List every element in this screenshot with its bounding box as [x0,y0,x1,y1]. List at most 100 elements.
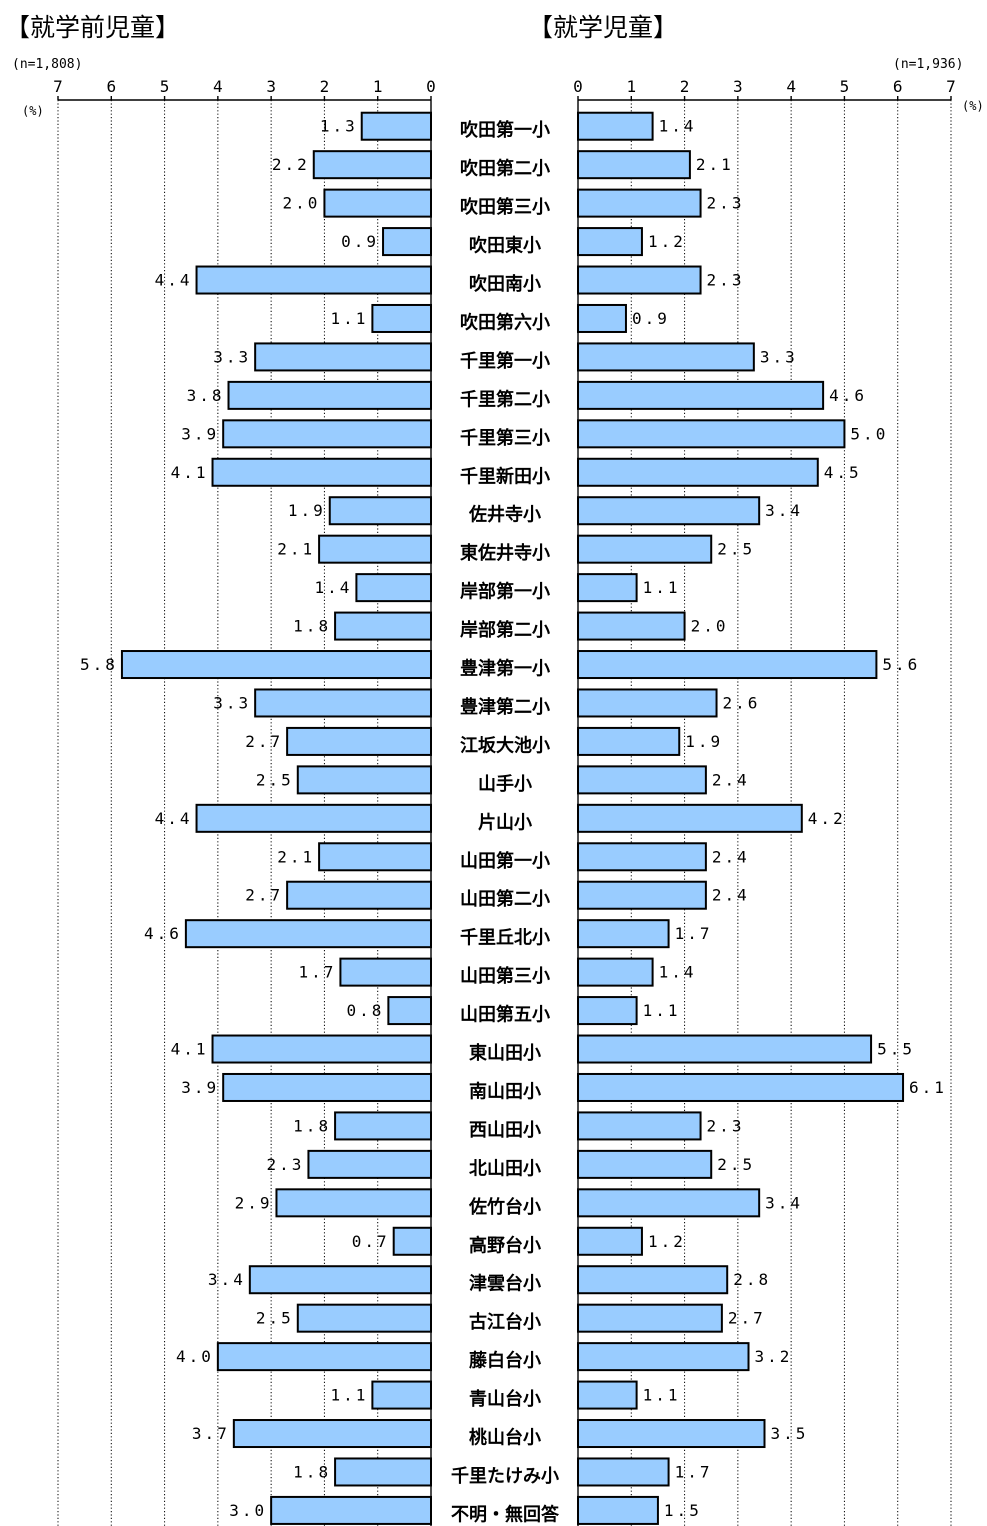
left-value-label: 1.4 [314,578,352,597]
category-label: 山田第二小 [460,888,550,910]
right-bar [577,1495,659,1525]
left-bar [270,1495,432,1525]
right-tick-label: 4 [786,77,796,96]
left-value-label: 3.8 [187,386,225,405]
left-tick-label: 5 [160,77,170,96]
right-value-label: 1.2 [648,232,686,251]
right-bar [577,650,878,680]
right-value-label: 3.5 [771,1424,809,1443]
right-value-label: 5.5 [877,1040,915,1059]
right-value-label: 5.0 [850,424,888,443]
right-bar [577,1303,723,1333]
left-value-label: 0.8 [346,1001,384,1020]
left-tick-label: 6 [106,77,116,96]
left-bar [382,227,432,257]
left-value-label: 2.1 [277,540,315,559]
left-bar [312,150,432,180]
right-bar [577,803,803,833]
right-value-label: 2.7 [728,1309,766,1328]
category-label: 吹田南小 [469,273,541,295]
left-value-label: 4.1 [171,463,209,482]
right-bar [577,765,707,795]
left-tick-label: 7 [53,77,63,96]
right-bar [577,1265,729,1295]
category-label: 千里第二小 [460,388,550,410]
left-bar [232,1419,432,1449]
right-value-label: 4.6 [829,386,867,405]
left-tick-label: 2 [320,77,330,96]
left-value-label: 4.1 [171,1040,209,1059]
right-value-label: 1.4 [659,117,697,136]
left-tick-label: 1 [373,77,383,96]
left-bar [286,726,432,756]
right-bar [577,1188,761,1218]
left-value-label: 0.9 [341,232,379,251]
category-label: 千里第一小 [460,350,550,372]
left-value-label: 3.0 [229,1501,267,1520]
right-tick-label: 0 [573,77,583,96]
right-value-label: 2.4 [712,886,750,905]
right-bar [577,1034,873,1064]
right-bar [577,534,713,564]
left-bar [323,188,432,218]
left-value-label: 1.8 [293,617,331,636]
left-value-label: 2.2 [272,155,310,174]
left-value-label: 3.4 [208,1270,246,1289]
left-value-label: 3.3 [213,693,251,712]
right-bar [577,188,702,218]
left-bar [211,1034,432,1064]
right-bar [577,150,691,180]
right-bar [577,111,654,141]
right-value-label: 2.3 [707,271,745,290]
category-label: 吹田東小 [469,235,541,257]
right-value-label: 1.7 [675,924,713,943]
right-value-label: 2.4 [712,770,750,789]
left-value-label: 1.1 [330,1386,368,1405]
left-value-label: 2.1 [277,847,315,866]
right-bar [577,227,643,257]
right-bar [577,419,846,449]
left-chart-panel: 0 1 2 3 4 5 6 7 1.3 2.2 2.0 0.9 4.4 1.1 3.3 3.8 3.9 4.1 1.… [53,77,436,1526]
right-unit-label: (%) [962,99,984,113]
right-bar [577,380,825,410]
category-label: 津雲台小 [469,1273,541,1295]
category-label: 高野台小 [469,1234,541,1256]
right-value-label: 2.3 [707,1116,745,1135]
right-bar [577,1226,643,1256]
category-label: 佐井寺小 [468,504,541,526]
right-bar [577,1380,638,1410]
category-label: 千里第三小 [460,427,550,449]
right-bar [577,1342,750,1372]
right-bar [577,303,627,333]
right-bar [577,996,638,1026]
left-bar [254,342,432,372]
right-value-label: 1.5 [664,1501,702,1520]
right-bar [577,957,654,987]
category-label: 吹田第三小 [460,196,550,218]
category-label: 佐竹台小 [468,1196,541,1218]
category-label: 北山田小 [469,1158,541,1179]
left-bar [307,1149,433,1179]
left-bar [318,842,433,872]
right-tick-label: 7 [946,77,956,96]
left-unit-label: (%) [22,104,44,118]
left-bar [296,765,432,795]
right-tick-label: 6 [893,77,903,96]
left-bar [227,380,432,410]
left-value-label: 1.9 [288,501,326,520]
left-tick-label: 0 [426,77,436,96]
category-label: 吹田第六小 [460,311,550,333]
left-bar [355,573,432,603]
right-value-label: 1.1 [643,1001,681,1020]
left-bar [222,1072,432,1102]
left-bar [120,650,432,680]
left-bar [195,803,432,833]
category-label: 古江台小 [469,1311,541,1333]
right-bar [577,1419,766,1449]
right-value-label: 2.5 [717,540,755,559]
category-label: 豊津第二小 [460,696,550,718]
left-sample-size: (n=1,808) [12,57,82,72]
category-label: 藤白台小 [469,1350,541,1372]
left-value-label: 1.7 [299,963,337,982]
right-value-label: 1.1 [643,1386,681,1405]
